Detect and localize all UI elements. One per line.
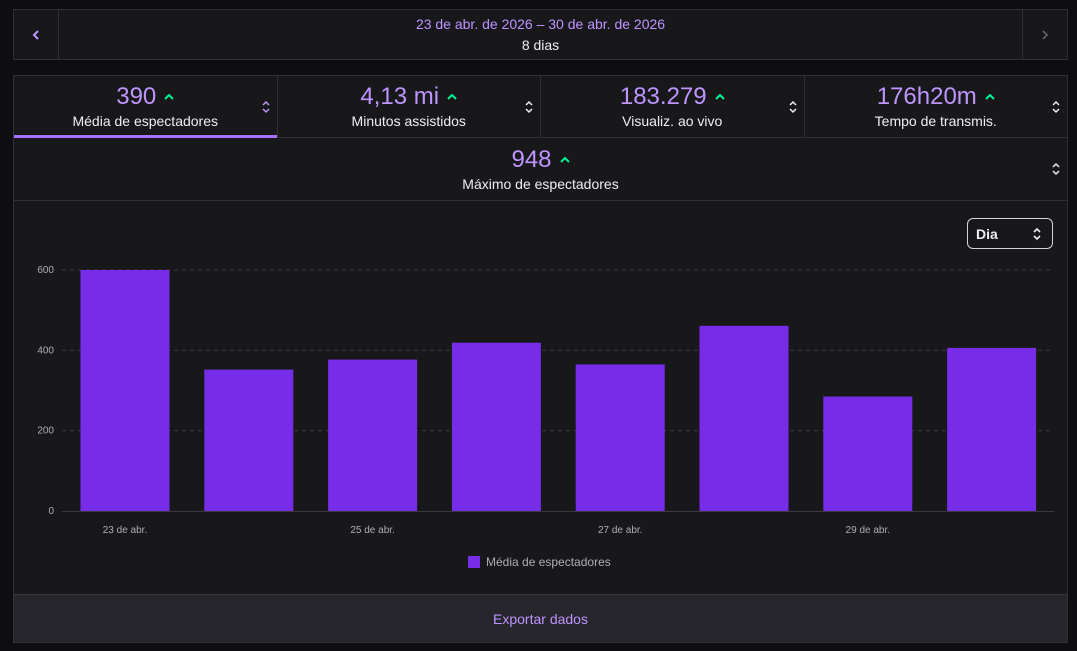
chevron-left-icon xyxy=(32,29,39,40)
bar xyxy=(80,270,170,511)
y-tick-label: 600 xyxy=(37,265,54,276)
bar xyxy=(451,342,541,511)
chevron-updown-icon xyxy=(1033,227,1041,241)
average-viewers-bar-chart: 0 200 400 600 23 de abr. 25 de abr. 27 de abr.… xyxy=(37,265,1054,569)
trend-up-icon xyxy=(559,157,570,163)
interval-select[interactable]: Dia xyxy=(967,218,1053,249)
metric-value: 176h20m xyxy=(876,83,977,110)
date-navigation: 23 de abr. de 2026 – 30 de abr. de 2026 … xyxy=(13,9,1068,60)
legend-swatch xyxy=(468,556,480,568)
trend-up-icon xyxy=(714,94,725,100)
sort-caret-icon xyxy=(1052,162,1060,176)
y-tick-label: 200 xyxy=(37,426,54,437)
metric-tile-live-views[interactable]: 183.279 Visualiz. ao vivo xyxy=(541,76,805,137)
metric-label: Máximo de espectadores xyxy=(462,176,619,192)
sort-caret-icon xyxy=(1052,100,1060,114)
metric-label: Média de espectadores xyxy=(72,113,219,129)
metric-tile-stream-time[interactable]: 176h20m Tempo de transmis. xyxy=(805,76,1068,137)
legend-label: Média de espectadores xyxy=(486,555,611,569)
sort-caret-icon xyxy=(261,100,270,114)
chevron-right-icon xyxy=(1042,29,1049,40)
metric-tile-max-viewers[interactable]: 948 Máximo de espectadores xyxy=(14,138,1067,201)
y-tick-label: 400 xyxy=(37,345,54,356)
metric-value: 4,13 mi xyxy=(360,83,440,110)
next-period-button[interactable] xyxy=(1022,10,1067,59)
metric-tiles: 390 Média de espectadores 4,13 mi Minuto… xyxy=(14,76,1067,138)
trend-up-icon xyxy=(985,94,995,100)
bar xyxy=(823,396,913,511)
x-tick-label: 25 de abr. xyxy=(350,525,394,536)
x-tick-label: 27 de abr. xyxy=(598,525,642,536)
day-count: 8 dias xyxy=(521,37,560,53)
bar xyxy=(699,325,789,511)
interval-select-value: Dia xyxy=(976,225,998,242)
metric-value: 390 xyxy=(116,83,157,110)
export-data-button[interactable]: Exportar dados xyxy=(14,594,1067,642)
y-tick-label: 0 xyxy=(48,506,54,517)
bar xyxy=(575,364,665,511)
date-range: 23 de abr. de 2026 – 30 de abr. de 2026 xyxy=(415,16,666,32)
bar xyxy=(328,359,418,511)
metric-label: Tempo de transmis. xyxy=(874,113,997,129)
bar xyxy=(204,369,294,511)
metric-label: Minutos assistidos xyxy=(351,113,466,129)
metric-label: Visualiz. ao vivo xyxy=(622,113,723,129)
metric-value: 183.279 xyxy=(619,83,707,110)
x-tick-label: 23 de abr. xyxy=(103,525,147,536)
sort-caret-icon xyxy=(788,100,797,114)
trend-up-icon xyxy=(164,94,174,100)
previous-period-button[interactable] xyxy=(14,10,59,59)
sort-caret-icon xyxy=(525,100,533,114)
metric-value: 948 xyxy=(511,146,552,173)
trend-up-icon xyxy=(447,94,457,100)
metric-tile-minutes-watched[interactable]: 4,13 mi Minutos assistidos xyxy=(278,76,541,137)
stats-panel: 390 Média de espectadores 4,13 mi Minuto… xyxy=(13,75,1068,643)
x-tick-label: 29 de abr. xyxy=(846,525,890,536)
metric-tile-average-viewers[interactable]: 390 Média de espectadores xyxy=(14,76,278,138)
bar xyxy=(947,347,1037,511)
